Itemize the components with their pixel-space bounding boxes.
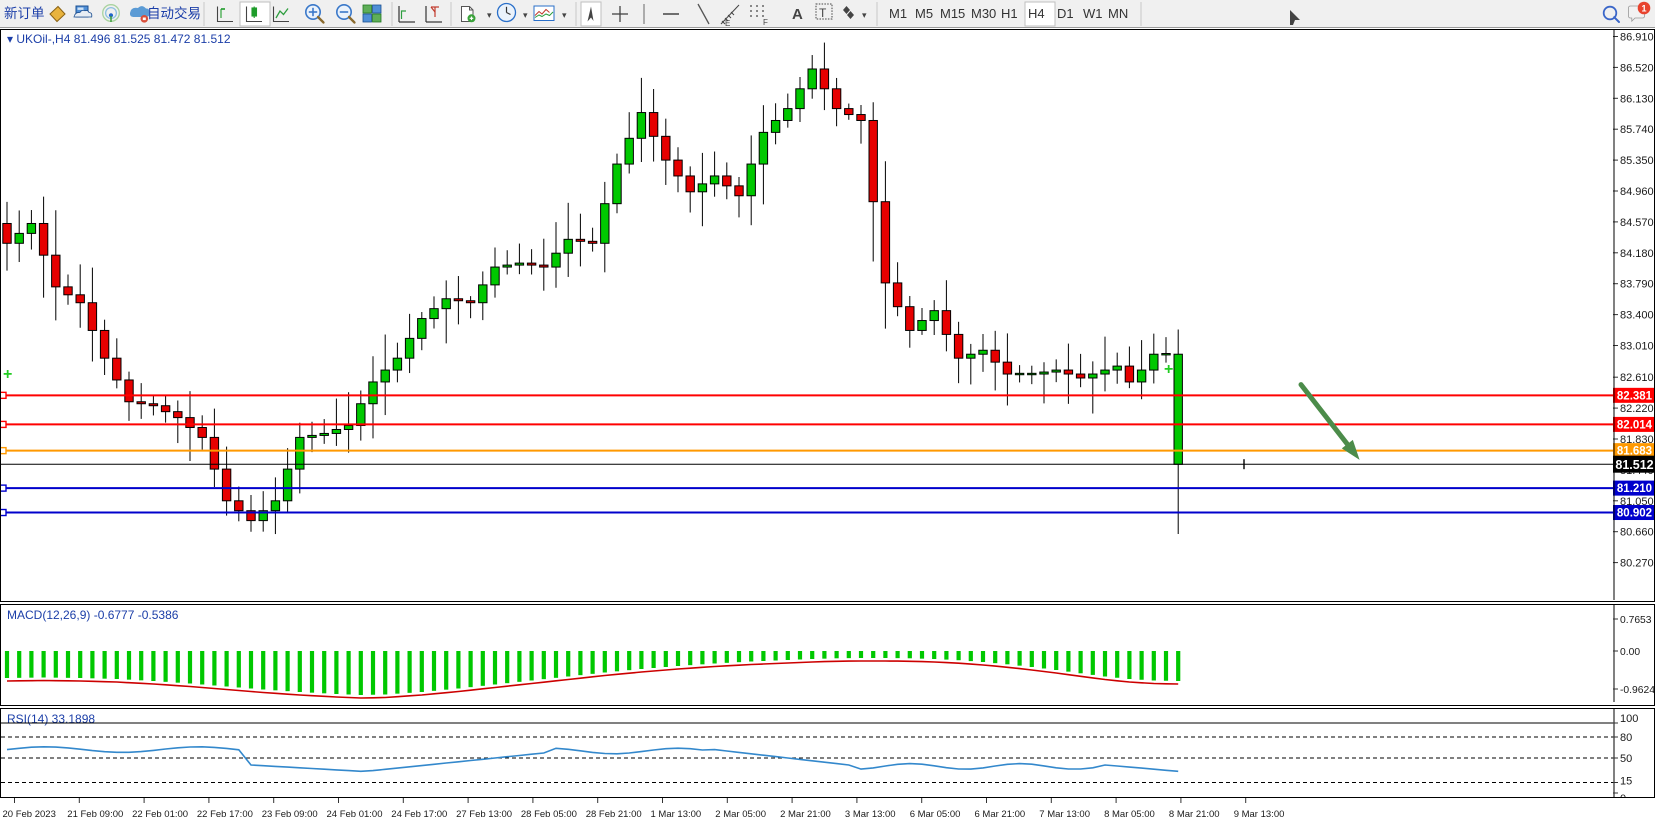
svg-text:9 Mar 13:00: 9 Mar 13:00	[1234, 809, 1285, 820]
svg-text:6 Mar 21:00: 6 Mar 21:00	[975, 809, 1026, 820]
svg-text:80.902: 80.902	[1617, 508, 1652, 520]
svg-text:M5: M5	[915, 6, 933, 21]
svg-text:0.7653: 0.7653	[1620, 615, 1652, 626]
svg-text:MACD(12,26,9) -0.6777 -0.5386: MACD(12,26,9) -0.6777 -0.5386	[7, 608, 179, 622]
svg-text:22 Feb 17:00: 22 Feb 17:00	[197, 809, 253, 820]
svg-text:22 Feb 01:00: 22 Feb 01:00	[132, 809, 188, 820]
svg-text:27 Feb 13:00: 27 Feb 13:00	[456, 809, 512, 820]
svg-text:1: 1	[1641, 3, 1646, 13]
svg-text:81.512: 81.512	[1615, 458, 1653, 472]
svg-text:2 Mar 05:00: 2 Mar 05:00	[715, 809, 766, 820]
svg-text:82.381: 82.381	[1617, 390, 1653, 402]
svg-text:A: A	[792, 6, 803, 23]
svg-text:8 Mar 05:00: 8 Mar 05:00	[1104, 809, 1155, 820]
svg-text:D1: D1	[1057, 6, 1074, 21]
svg-text:24 Feb 17:00: 24 Feb 17:00	[391, 809, 447, 820]
svg-text:6 Mar 05:00: 6 Mar 05:00	[910, 809, 961, 820]
svg-text:M30: M30	[971, 6, 996, 21]
svg-text:E: E	[725, 19, 730, 28]
svg-text:20 Feb 2023: 20 Feb 2023	[3, 809, 56, 820]
svg-text:1 Mar 13:00: 1 Mar 13:00	[651, 809, 702, 820]
svg-text:0.00: 0.00	[1620, 647, 1640, 658]
svg-text:2 Mar 21:00: 2 Mar 21:00	[780, 809, 831, 820]
svg-text:82.014: 82.014	[1617, 419, 1653, 431]
svg-text:H1: H1	[1001, 6, 1018, 21]
svg-text:MN: MN	[1108, 6, 1128, 21]
svg-text:W1: W1	[1083, 6, 1103, 21]
svg-text:-0.9624: -0.9624	[1620, 685, 1655, 696]
svg-text:81.210: 81.210	[1617, 483, 1652, 495]
svg-text:M15: M15	[940, 6, 965, 21]
svg-text:+: +	[3, 366, 12, 383]
svg-text:▾: ▾	[523, 10, 528, 20]
svg-text:24 Feb 01:00: 24 Feb 01:00	[327, 809, 383, 820]
svg-text:▾: ▾	[862, 10, 867, 20]
svg-text:28 Feb 05:00: 28 Feb 05:00	[521, 809, 577, 820]
svg-text:23 Feb 09:00: 23 Feb 09:00	[262, 809, 318, 820]
svg-text:28 Feb 21:00: 28 Feb 21:00	[586, 809, 642, 820]
svg-text:80: 80	[1620, 732, 1632, 744]
svg-text:50: 50	[1620, 753, 1632, 765]
svg-text:T: T	[819, 6, 827, 20]
svg-text:3 Mar 13:00: 3 Mar 13:00	[845, 809, 896, 820]
svg-text:7 Mar 13:00: 7 Mar 13:00	[1039, 809, 1090, 820]
svg-text:+: +	[1164, 361, 1173, 378]
svg-text:▾: ▾	[562, 10, 567, 20]
svg-text:15: 15	[1620, 776, 1632, 788]
svg-text:F: F	[763, 18, 768, 27]
svg-text:8 Mar 21:00: 8 Mar 21:00	[1169, 809, 1220, 820]
svg-text:RSI(14) 33.1898: RSI(14) 33.1898	[7, 712, 95, 726]
svg-text:100: 100	[1620, 713, 1638, 725]
svg-text:21 Feb 09:00: 21 Feb 09:00	[67, 809, 123, 820]
svg-text:新订单: 新订单	[4, 6, 45, 21]
svg-text:M1: M1	[889, 6, 907, 21]
svg-text:H4: H4	[1028, 6, 1045, 21]
svg-text:▾: ▾	[487, 10, 492, 20]
svg-text:自动交易: 自动交易	[147, 5, 201, 21]
